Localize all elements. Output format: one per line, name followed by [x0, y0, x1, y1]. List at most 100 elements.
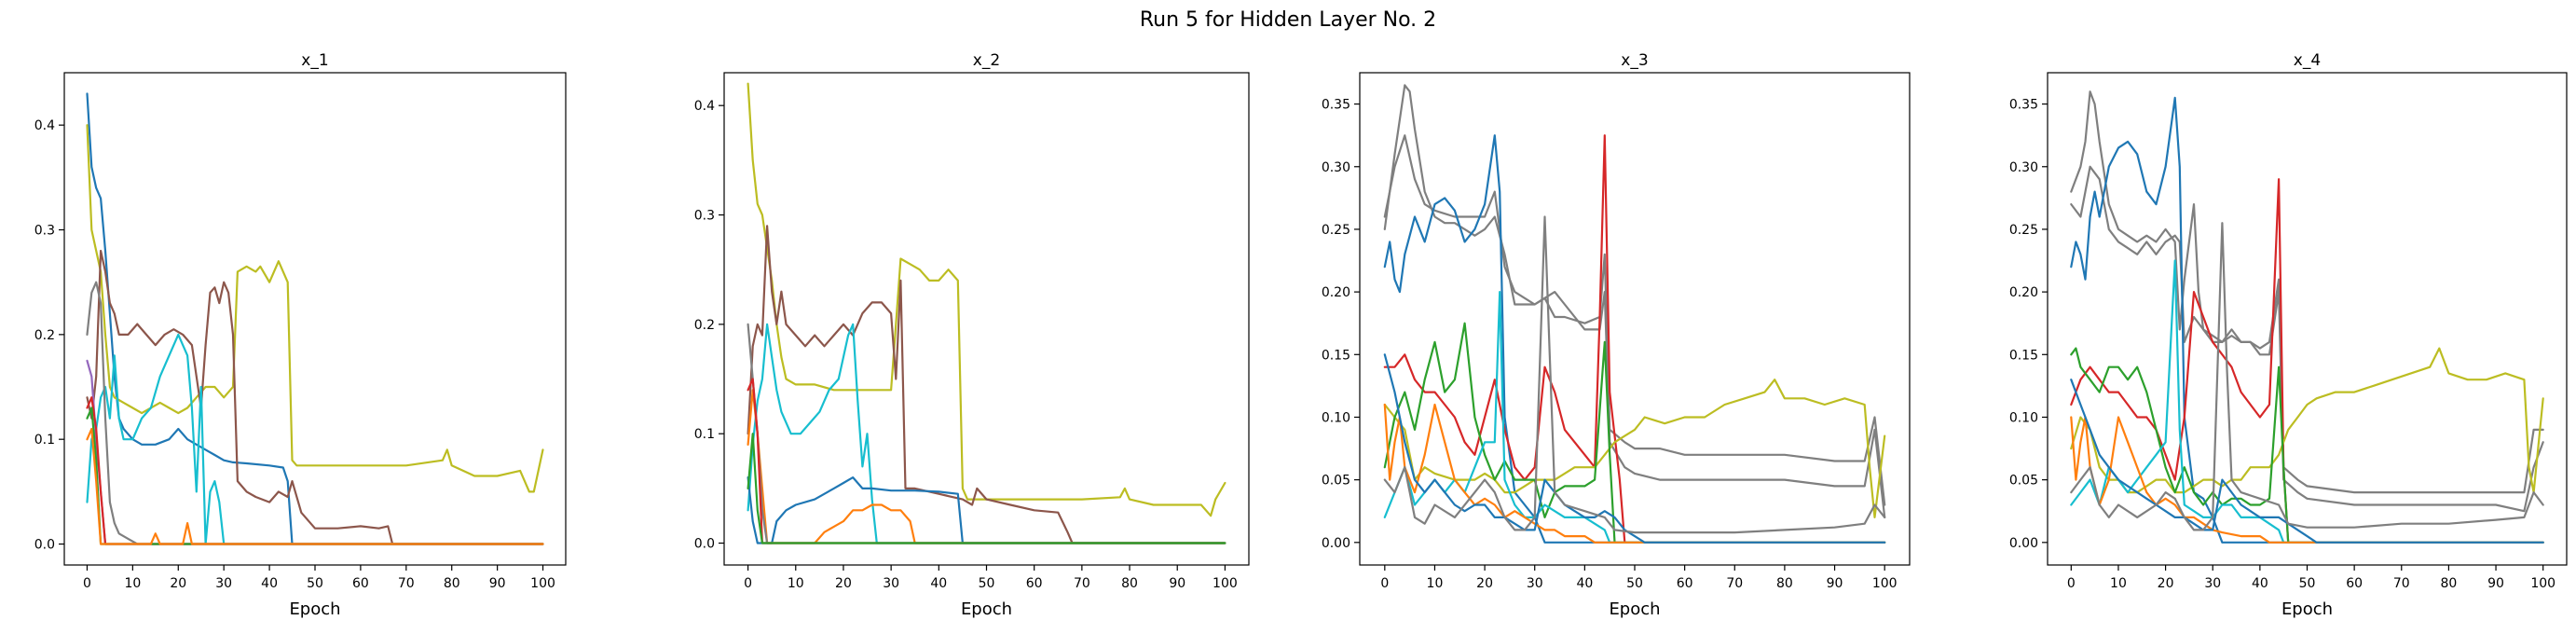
y-tick-label: 0.20 [2009, 285, 2038, 300]
series-line-7 [1383, 291, 1886, 544]
x-tick-label: 60 [2346, 576, 2363, 591]
x-tick-label: 50 [1626, 576, 1643, 591]
series-group [86, 92, 544, 545]
series-line-2 [2070, 165, 2544, 513]
series-line-6 [1383, 322, 1886, 544]
series-line-7 [86, 396, 544, 545]
subplot-3: 0 10 20 30 40 50 60 70 80 90 100 0.00 0.05 0.10 0.15 0.… [1322, 51, 1911, 619]
series-line-3 [747, 323, 1226, 544]
subplot-title: x_2 [973, 51, 1000, 70]
x-tick-label: 20 [170, 576, 186, 591]
x-tick-label: 50 [979, 576, 995, 591]
series-line-8 [747, 433, 1226, 544]
x-tick-label: 30 [2204, 576, 2221, 591]
series-line-8 [2070, 416, 2544, 544]
x-axis-label: Epoch [961, 599, 1012, 619]
x-tick-label: 10 [1427, 576, 1444, 591]
x-tick-label: 20 [835, 576, 852, 591]
series-line-3 [86, 249, 544, 545]
series-line-1 [747, 82, 1226, 517]
y-tick-label: 0.10 [2009, 410, 2038, 425]
series-line-1 [1383, 84, 1886, 506]
plot-frame [723, 72, 1250, 566]
y-tick-label: 0.25 [1322, 223, 1350, 238]
x-tick-label: 30 [883, 576, 899, 591]
series-line-2 [747, 225, 1226, 544]
x-tick-label: 10 [788, 576, 804, 591]
x-tick-label: 50 [307, 576, 323, 591]
series-line-9 [1383, 353, 1886, 544]
x-axis-label: Epoch [1609, 599, 1660, 619]
x-tick-label: 30 [1527, 576, 1543, 591]
series-line-4 [1383, 134, 1886, 544]
x-tick-label: 20 [2158, 576, 2174, 591]
y-tick-label: 0.30 [1322, 160, 1350, 175]
series-line-10 [2070, 222, 2544, 531]
y-tick-label: 0.15 [2009, 348, 2038, 363]
y-tick-label: 0.4 [694, 99, 715, 114]
x-tick-label: 40 [1576, 576, 1593, 591]
y-tick-label: 0.00 [2009, 536, 2038, 551]
series-line-5 [86, 281, 544, 545]
series-line-6 [747, 323, 1226, 544]
x-tick-label: 40 [261, 576, 278, 591]
subplot-1: 0 10 20 30 40 50 60 70 80 90 100 0.0 0.1 0.2 0.3 0.4 x_1… [34, 51, 567, 619]
x-tick-label: 100 [2530, 576, 2555, 591]
series-line-4 [86, 333, 544, 545]
x-tick-label: 0 [744, 576, 752, 591]
y-tick-label: 0.20 [1322, 285, 1350, 300]
series-line-2 [1383, 134, 1886, 518]
y-tick-label: 0.3 [34, 224, 55, 239]
subplots: 0 10 20 30 40 50 60 70 80 90 1000.00.10.20.30.4x_1… [34, 51, 2568, 619]
x-tick-label: 80 [1776, 576, 1793, 591]
series-line-9 [86, 427, 544, 545]
series-line-5 [2070, 347, 2544, 494]
x-tick-label: 80 [444, 576, 460, 591]
y-tick-label: 0.15 [1322, 348, 1350, 363]
x-axis-label: Epoch [289, 599, 340, 619]
figure-title: Run 5 for Hidden Layer No. 2 [1140, 8, 1436, 32]
series-line-1 [2070, 90, 2544, 494]
y-tick-label: 0.05 [2009, 474, 2038, 489]
y-tick-label: 0.4 [34, 118, 55, 133]
subplot-4: 0 10 20 30 40 50 60 70 80 90 100 0.00 0.05 0.10 0.15 0.… [2009, 51, 2568, 619]
x-tick-label: 70 [2393, 576, 2410, 591]
plot-frame [2047, 72, 2568, 566]
series-line-7 [2070, 259, 2544, 544]
x-tick-label: 40 [930, 576, 947, 591]
y-tick-label: 0.35 [2009, 98, 2038, 113]
series-line-3 [1383, 134, 1886, 544]
x-tick-label: 80 [1121, 576, 1138, 591]
y-tick-label: 0.1 [694, 427, 715, 442]
series-line-5 [747, 389, 1226, 544]
x-tick-label: 0 [1380, 576, 1389, 591]
x-tick-label: 10 [124, 576, 141, 591]
plot-frame [1359, 72, 1911, 566]
series-line-2 [86, 124, 544, 493]
x-tick-label: 0 [83, 576, 91, 591]
series-line-6 [86, 359, 544, 545]
x-tick-label: 20 [1476, 576, 1493, 591]
subplot-2: 0 10 20 30 40 50 60 70 80 90 100 0.0 0.1 0.2 0.3 0.4 x_2… [694, 51, 1250, 619]
series-group [1383, 84, 1886, 544]
y-tick-label: 0.0 [694, 537, 715, 552]
y-tick-label: 0.10 [1322, 410, 1350, 425]
x-tick-label: 100 [530, 576, 555, 591]
x-tick-label: 100 [1213, 576, 1238, 591]
x-tick-label: 60 [1026, 576, 1043, 591]
series-line-3 [2070, 96, 2544, 544]
y-tick-label: 0.2 [34, 328, 55, 343]
x-tick-label: 70 [1726, 576, 1743, 591]
series-line-8 [1383, 403, 1886, 544]
series-line-10 [1383, 215, 1886, 534]
series-line-4 [2070, 178, 2544, 544]
series-line-4 [747, 476, 1226, 544]
series-group [2070, 90, 2544, 544]
x-tick-label: 60 [352, 576, 369, 591]
x-tick-label: 100 [1872, 576, 1898, 591]
x-tick-label: 90 [489, 576, 506, 591]
x-tick-label: 30 [215, 576, 232, 591]
y-tick-label: 0.35 [1322, 98, 1350, 113]
y-tick-label: 0.30 [2009, 160, 2038, 175]
